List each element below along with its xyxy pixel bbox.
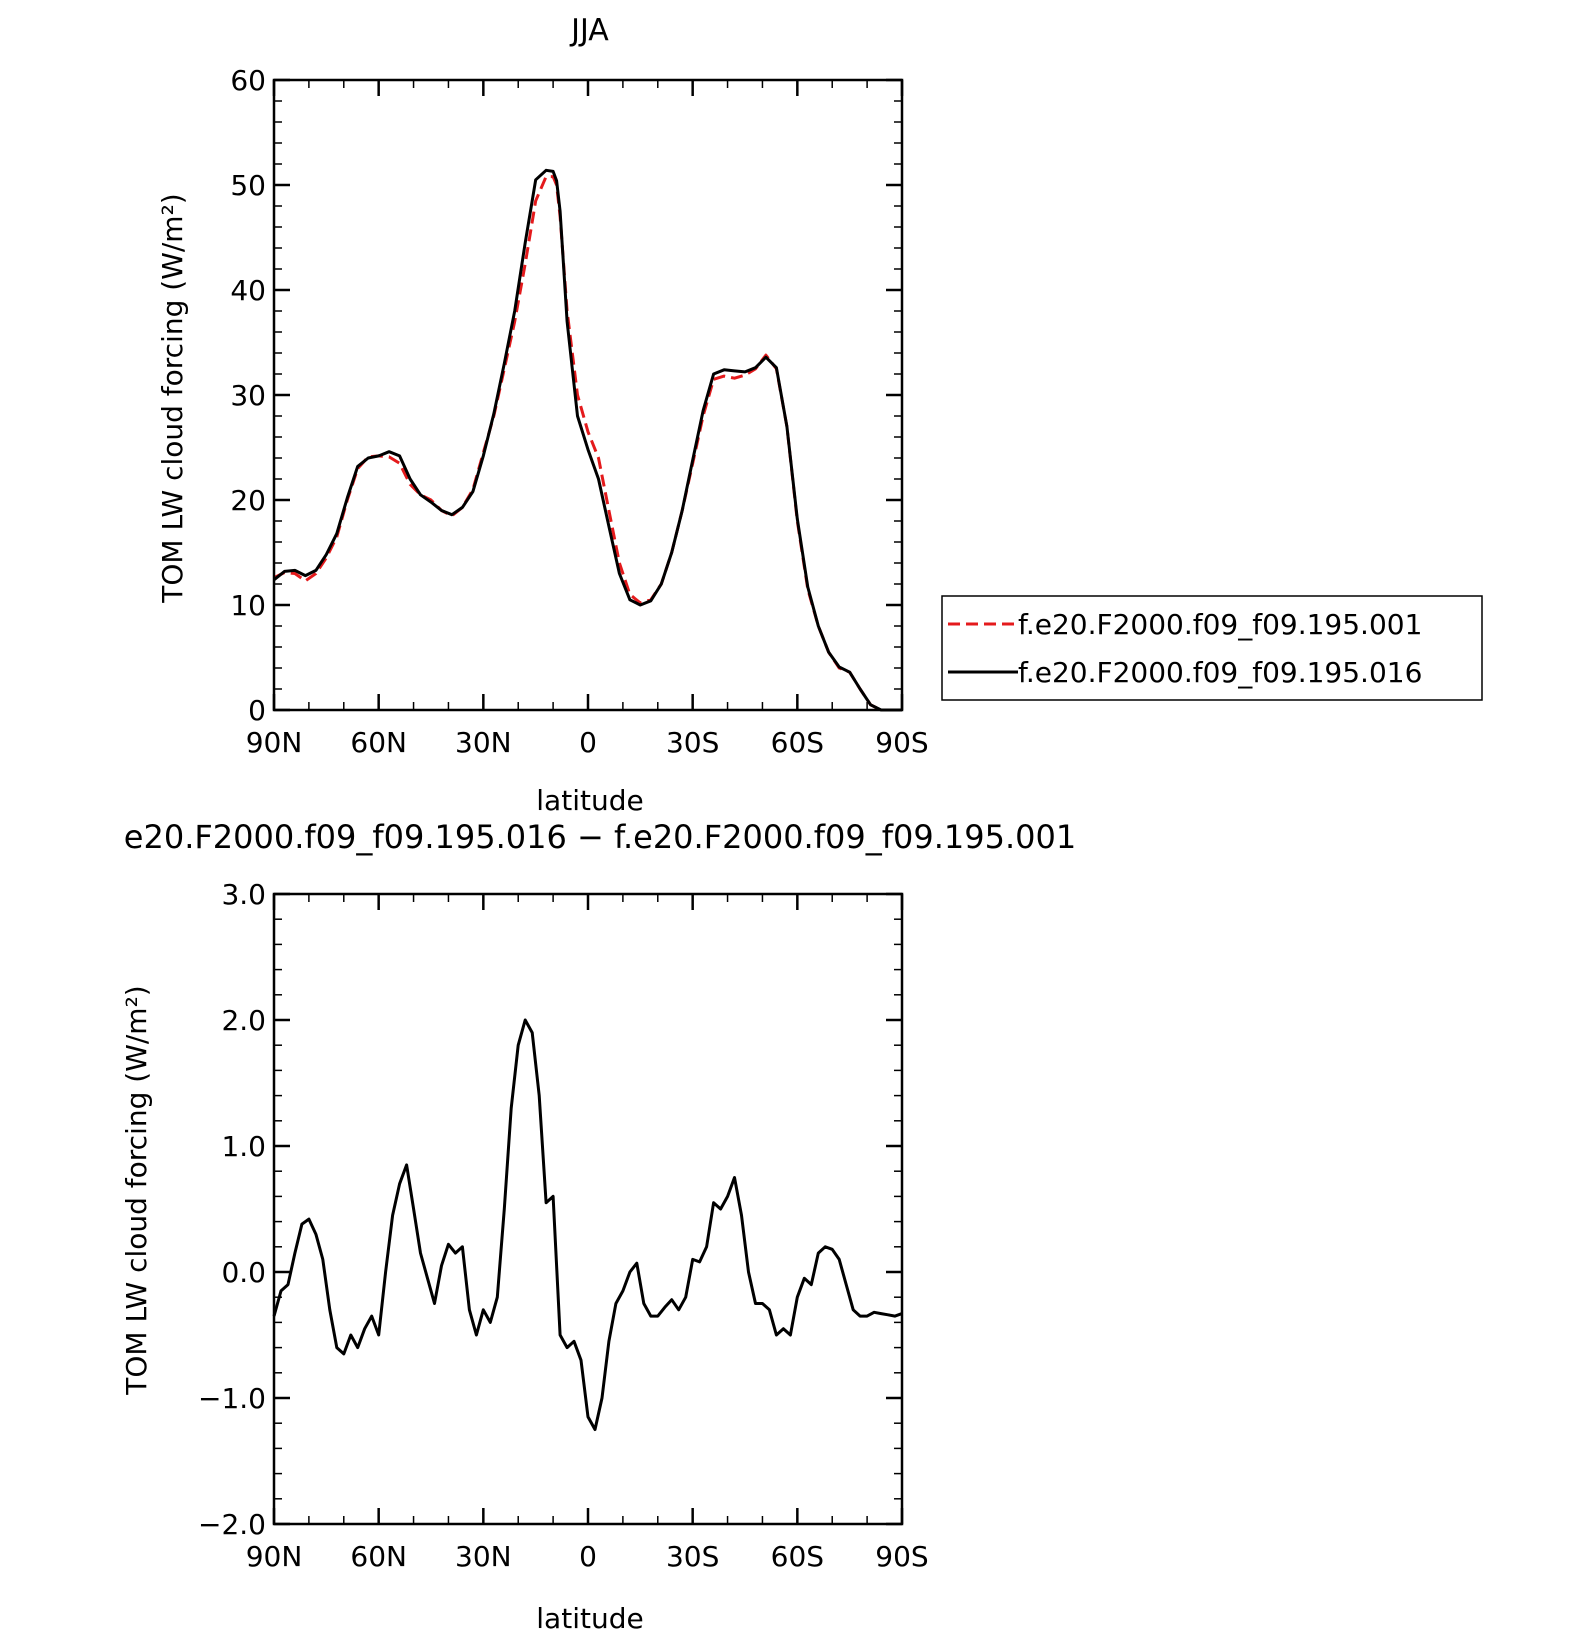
x-tick-label: 0 — [579, 726, 597, 759]
x-tick-label: 60N — [350, 726, 407, 759]
chart-title: e20.F2000.f09_f09.195.016 − f.e20.F2000.… — [124, 818, 1076, 856]
x-tick-label: 60S — [771, 1540, 824, 1573]
y-tick-label: 20 — [230, 484, 266, 517]
series-lines — [273, 168, 902, 712]
y-tick-label: −2.0 — [198, 1508, 266, 1541]
legend-label: f.e20.F2000.f09_f09.195.001 — [1018, 608, 1422, 641]
x-tick-label: 0 — [579, 1540, 597, 1573]
y-tick-label: 0.0 — [221, 1256, 266, 1289]
plot-frame — [272, 892, 904, 1526]
y-tick-label: 0 — [248, 694, 266, 727]
x-tick-label: 90S — [875, 1540, 928, 1573]
x-tick-label: 90S — [875, 726, 928, 759]
x-tick-labels: 90N 60N 30N 0 30S 60S 90S — [246, 726, 929, 759]
y-tick-label: 1.0 — [221, 1130, 266, 1163]
y-tick-label: 50 — [230, 169, 266, 202]
x-axis-label: latitude — [536, 1602, 643, 1635]
x-axis-label: latitude — [536, 784, 643, 817]
y-tick-labels: 0 10 20 30 40 50 60 — [230, 64, 266, 727]
x-tick-label: 30S — [666, 726, 719, 759]
chart-title: JJA — [569, 13, 609, 48]
legend-label: f.e20.F2000.f09_f09.195.016 — [1018, 656, 1422, 689]
axis-ticks — [272, 78, 904, 712]
y-tick-labels: −2.0 −1.0 0.0 1.0 2.0 3.0 — [198, 878, 266, 1541]
y-tick-label: 2.0 — [221, 1004, 266, 1037]
series-line-1 — [272, 1018, 903, 1431]
x-tick-labels: 90N 60N 30N 0 30S 60S 90S — [246, 1540, 929, 1573]
y-axis-label: TOM LW cloud forcing (W/m²) — [156, 193, 189, 604]
series-line-1 — [273, 175, 902, 712]
y-tick-label: −1.0 — [198, 1382, 266, 1415]
axis-ticks — [272, 892, 904, 1526]
x-tick-label: 30N — [455, 726, 512, 759]
y-tick-label: 30 — [230, 379, 266, 412]
y-axis-label: TOM LW cloud forcing (W/m²) — [120, 985, 153, 1396]
y-tick-label: 3.0 — [221, 878, 266, 911]
x-tick-label: 60S — [771, 726, 824, 759]
bottom-chart-panel: e20.F2000.f09_f09.195.016 − f.e20.F2000.… — [120, 818, 1076, 1635]
x-tick-label: 90N — [246, 726, 303, 759]
x-tick-label: 30S — [666, 1540, 719, 1573]
x-tick-label: 60N — [350, 1540, 407, 1573]
x-tick-label: 90N — [246, 1540, 303, 1573]
plot-frame — [272, 78, 904, 712]
legend: f.e20.F2000.f09_f09.195.001 f.e20.F2000.… — [941, 595, 1483, 701]
y-tick-label: 40 — [230, 274, 266, 307]
series-line-2 — [273, 168, 902, 712]
y-tick-label: 60 — [230, 64, 266, 97]
legend-box — [941, 595, 1483, 701]
y-tick-label: 10 — [230, 589, 266, 622]
x-tick-label: 30N — [455, 1540, 512, 1573]
series-lines — [272, 1018, 903, 1431]
top-chart-panel: JJA 0 10 20 30 40 50 60 90N 60N 30N 0 30S 60S 90S la… — [156, 13, 929, 817]
